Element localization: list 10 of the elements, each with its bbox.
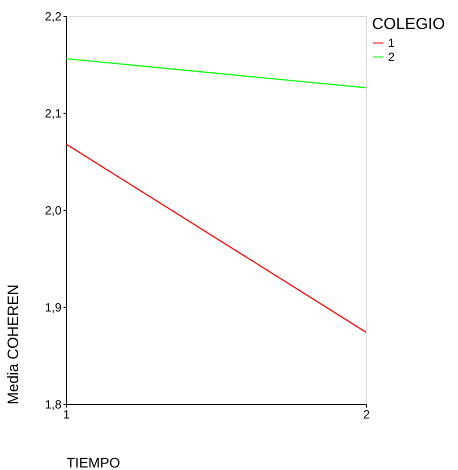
- legend-label: 2: [388, 50, 395, 64]
- legend-title: COLEGIO: [372, 16, 445, 33]
- x-axis-title: TIEMPO: [66, 454, 120, 470]
- y-axis-title: Media COHEREN: [4, 284, 22, 404]
- y-tick-label: 2,1: [44, 106, 62, 120]
- legend-label: 1: [388, 36, 395, 50]
- y-tick-label: 1,8: [44, 398, 62, 412]
- y-tick-label: 2,2: [44, 10, 62, 24]
- y-tick-label: 2,0: [44, 204, 62, 218]
- y-tick-label: 1,9: [44, 300, 62, 314]
